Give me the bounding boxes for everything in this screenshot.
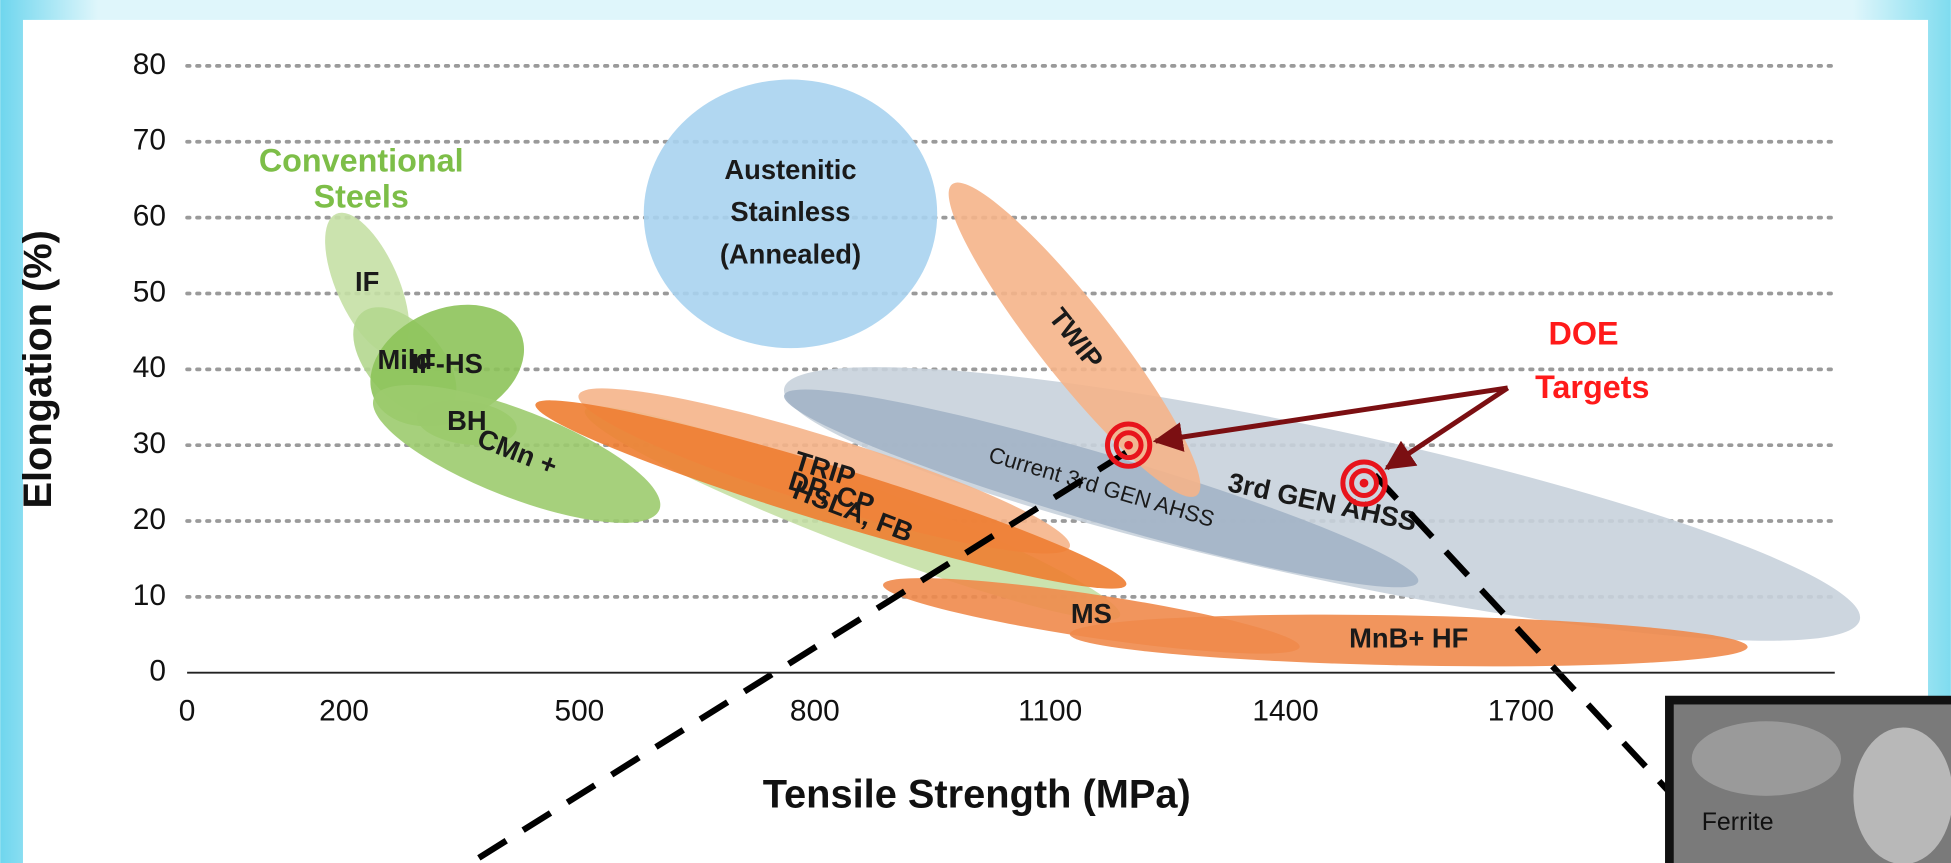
group-label: Steels [314, 179, 409, 215]
x-tick-label: 1700 [1488, 694, 1554, 727]
region-label: Austenitic [724, 154, 856, 185]
x-tick-label: 200 [319, 694, 369, 727]
y-tick-label: 30 [133, 427, 166, 460]
region-label: MS [1071, 598, 1112, 629]
y-tick-label: 60 [133, 199, 166, 232]
target-label: Targets [1535, 369, 1649, 405]
chart: IFMildIF-HSBHCMn +AusteniticStainless(An… [0, 0, 1951, 863]
y-tick-label: 50 [133, 275, 166, 308]
group-label: Conventional [259, 142, 464, 178]
y-tick-label: 70 [133, 124, 166, 157]
inset-label: Ferrite [1702, 808, 1774, 836]
x-axis-title: Tensile Strength (MPa) [763, 773, 1191, 817]
y-tick-label: 10 [133, 579, 166, 612]
x-tick-label: 0 [179, 694, 196, 727]
x-tick-label: 500 [555, 694, 605, 727]
y-tick-label: 80 [133, 48, 166, 81]
target-label: DOE [1549, 315, 1619, 351]
x-tick-label: 1400 [1252, 694, 1318, 727]
target-center [1124, 441, 1133, 450]
region-label: MnB+ HF [1349, 623, 1468, 654]
region-label: Stainless [730, 196, 850, 227]
inset-texture [1692, 721, 1841, 796]
page: {"chart_data": { "type": "region", "x_la… [0, 0, 1951, 863]
y-tick-label: 40 [133, 351, 166, 384]
region-label: (Annealed) [720, 238, 861, 269]
inset-texture [1853, 727, 1951, 863]
region-label: IF [355, 266, 379, 297]
y-tick-label: 0 [149, 655, 166, 688]
x-tick-label: 1100 [1018, 694, 1082, 727]
inset: Ferrite [1669, 700, 1951, 863]
region-label: IF-HS [412, 348, 483, 379]
x-tick-label: 800 [790, 694, 840, 727]
y-tick-label: 20 [133, 503, 166, 536]
y-axis-title: Elongation (%) [16, 230, 60, 508]
target-center [1360, 479, 1369, 488]
